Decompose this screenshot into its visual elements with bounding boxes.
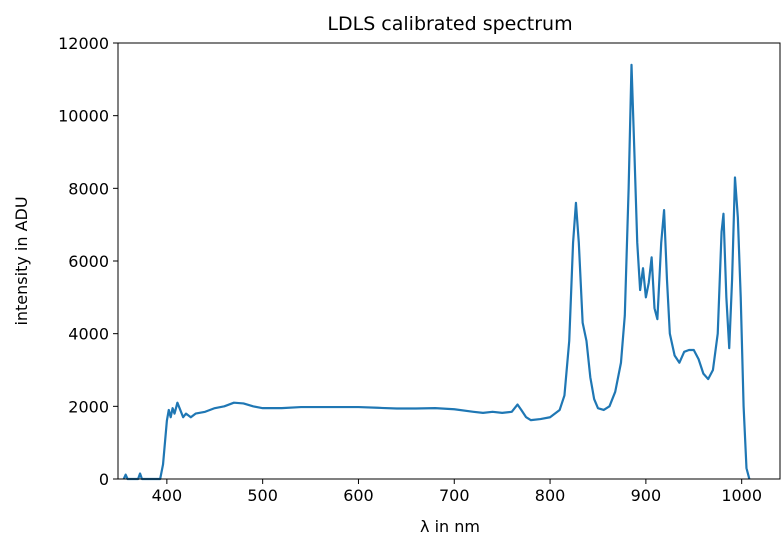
y-axis-label: intensity in ADU [12,196,31,325]
y-tick-label: 4000 [68,325,109,344]
x-tick-label: 500 [247,486,278,505]
x-tick-label: 400 [152,486,183,505]
x-tick-label: 1000 [721,486,762,505]
y-tick-label: 8000 [68,179,109,198]
x-axis-label: λ in nm [420,517,480,536]
x-tick-label: 900 [631,486,662,505]
y-tick-label: 0 [99,470,109,489]
y-tick-label: 10000 [58,107,109,126]
x-tick-label: 700 [439,486,470,505]
y-tick-label: 6000 [68,252,109,271]
y-tick-label: 12000 [58,34,109,53]
y-tick-label: 2000 [68,397,109,416]
x-tick-label: 600 [343,486,374,505]
x-tick-label: 800 [535,486,566,505]
data-line [122,63,751,481]
plot-frame [117,42,781,480]
chart-title: LDLS calibrated spectrum [327,13,572,35]
